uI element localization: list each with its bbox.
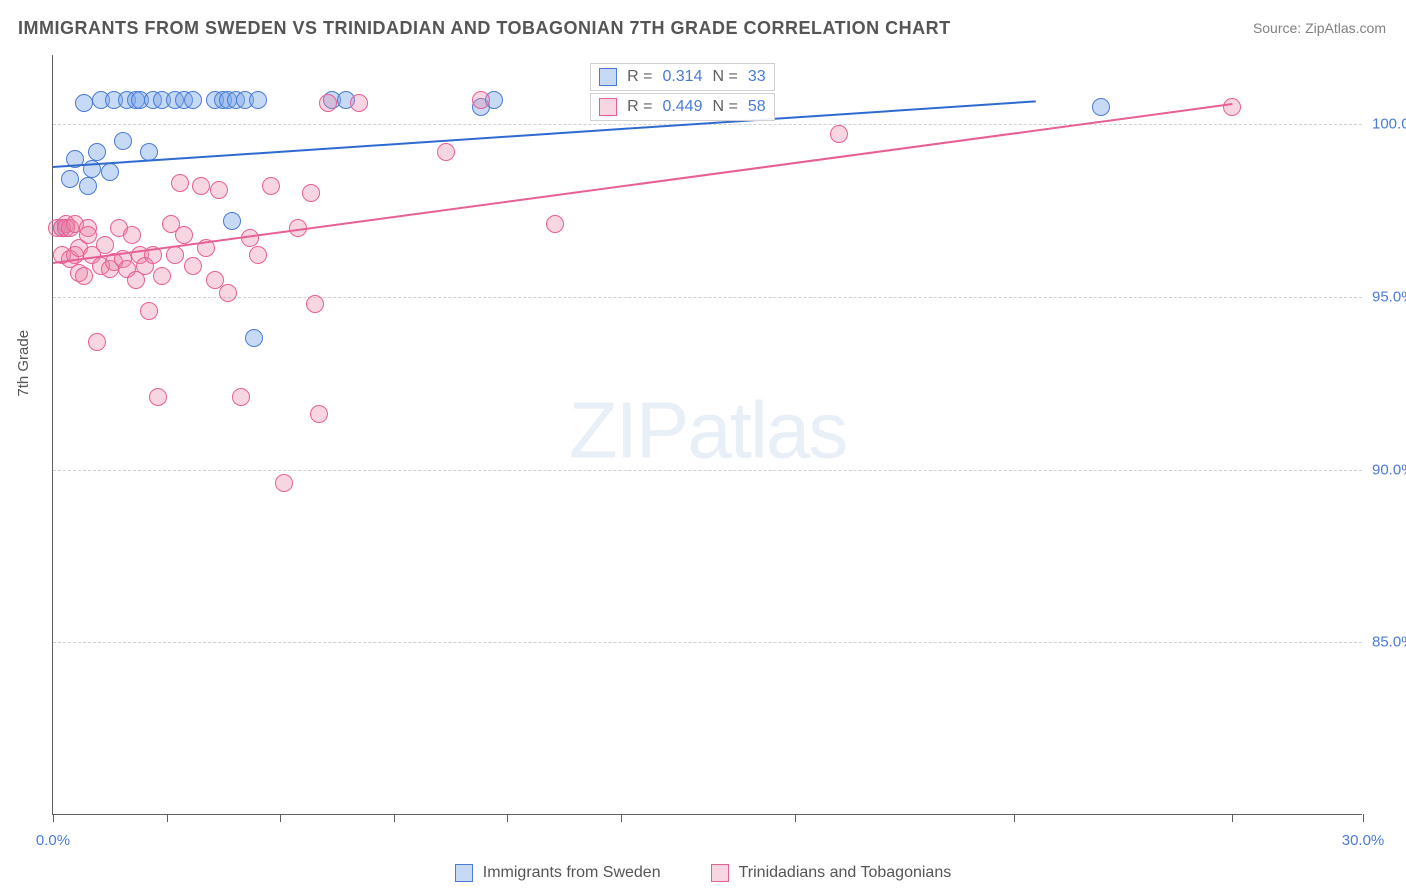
scatter-point (166, 246, 184, 264)
y-tick-label: 90.0% (1372, 461, 1406, 478)
scatter-point (302, 184, 320, 202)
x-tick (1232, 814, 1233, 822)
legend-swatch-icon (599, 68, 617, 86)
source-attribution: Source: ZipAtlas.com (1253, 20, 1386, 36)
scatter-point (350, 94, 368, 112)
scatter-point (830, 125, 848, 143)
chart-plot-area: ZIPatlas 85.0%90.0%95.0%100.0%0.0%30.0%R… (52, 55, 1362, 815)
scatter-point (249, 246, 267, 264)
legend-swatch-icon (599, 98, 617, 116)
scatter-point (88, 333, 106, 351)
scatter-point (249, 91, 267, 109)
x-tick (795, 814, 796, 822)
y-tick-label: 100.0% (1372, 116, 1406, 133)
scatter-point (472, 91, 490, 109)
scatter-point (79, 177, 97, 195)
scatter-point (149, 388, 167, 406)
scatter-point (96, 236, 114, 254)
scatter-point (101, 163, 119, 181)
stat-value: 0.314 (662, 68, 702, 86)
chart-title: IMMIGRANTS FROM SWEDEN VS TRINIDADIAN AN… (18, 18, 951, 39)
x-tick (1014, 814, 1015, 822)
stat-value: 33 (748, 68, 766, 86)
scatter-point (219, 284, 237, 302)
scatter-point (79, 226, 97, 244)
y-tick-label: 85.0% (1372, 634, 1406, 651)
scatter-point (192, 177, 210, 195)
scatter-point (1092, 98, 1110, 116)
scatter-point (546, 215, 564, 233)
stat-key: R = (627, 98, 652, 116)
scatter-point (140, 143, 158, 161)
x-tick (280, 814, 281, 822)
scatter-point (114, 132, 132, 150)
correlation-stat-box: R = 0.314 N = 33 (590, 63, 775, 91)
x-tick-label: 30.0% (1342, 832, 1385, 849)
scatter-point (245, 329, 263, 347)
scatter-point (232, 388, 250, 406)
legend-swatch-icon (455, 864, 473, 882)
scatter-point (275, 474, 293, 492)
scatter-point (75, 94, 93, 112)
legend-swatch-icon (711, 864, 729, 882)
scatter-point (437, 143, 455, 161)
correlation-stat-box: R = 0.449 N = 58 (590, 93, 775, 121)
stat-key: N = (712, 98, 737, 116)
bottom-legend: Immigrants from Sweden Trinidadians and … (0, 864, 1406, 882)
x-tick (621, 814, 622, 822)
scatter-point (262, 177, 280, 195)
legend-item-series-1: Immigrants from Sweden (455, 864, 661, 882)
scatter-point (88, 143, 106, 161)
x-tick (507, 814, 508, 822)
scatter-point (306, 295, 324, 313)
scatter-point (75, 267, 93, 285)
x-tick (1363, 814, 1364, 822)
scatter-point (319, 94, 337, 112)
scatter-point (61, 170, 79, 188)
scatter-point (310, 405, 328, 423)
scatter-point (140, 302, 158, 320)
gridline (53, 470, 1362, 471)
legend-label: Immigrants from Sweden (483, 864, 661, 882)
stat-value: 0.449 (662, 98, 702, 116)
x-tick (167, 814, 168, 822)
x-tick (53, 814, 54, 822)
stat-key: R = (627, 68, 652, 86)
gridline (53, 642, 1362, 643)
scatter-point (184, 257, 202, 275)
scatter-point (223, 212, 241, 230)
x-tick (394, 814, 395, 822)
legend-label: Trinidadians and Tobagonians (739, 864, 952, 882)
scatter-point (153, 267, 171, 285)
y-axis-label: 7th Grade (15, 330, 32, 397)
x-tick-label: 0.0% (36, 832, 70, 849)
trend-line (53, 100, 1036, 168)
stat-key: N = (712, 68, 737, 86)
scatter-point (171, 174, 189, 192)
watermark: ZIPatlas (569, 384, 846, 476)
scatter-point (184, 91, 202, 109)
legend-item-series-2: Trinidadians and Tobagonians (711, 864, 952, 882)
scatter-point (123, 226, 141, 244)
gridline (53, 297, 1362, 298)
y-tick-label: 95.0% (1372, 288, 1406, 305)
stat-value: 58 (748, 98, 766, 116)
scatter-point (210, 181, 228, 199)
scatter-point (175, 226, 193, 244)
scatter-point (1223, 98, 1241, 116)
